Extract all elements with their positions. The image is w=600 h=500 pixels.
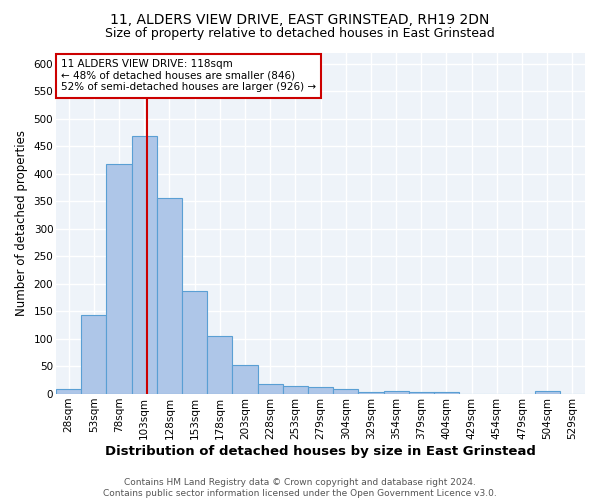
Bar bbox=[232, 365, 257, 394]
Text: Size of property relative to detached houses in East Grinstead: Size of property relative to detached ho… bbox=[105, 28, 495, 40]
Text: 11, ALDERS VIEW DRIVE, EAST GRINSTEAD, RH19 2DN: 11, ALDERS VIEW DRIVE, EAST GRINSTEAD, R… bbox=[110, 12, 490, 26]
Bar bbox=[358, 392, 383, 394]
Bar bbox=[207, 336, 232, 394]
Bar bbox=[383, 392, 409, 394]
Bar bbox=[182, 291, 207, 394]
Bar bbox=[257, 384, 283, 394]
Bar bbox=[409, 392, 434, 394]
Bar bbox=[308, 388, 333, 394]
Bar bbox=[283, 386, 308, 394]
Text: Contains HM Land Registry data © Crown copyright and database right 2024.
Contai: Contains HM Land Registry data © Crown c… bbox=[103, 478, 497, 498]
Bar bbox=[106, 164, 131, 394]
Bar bbox=[56, 388, 81, 394]
Bar bbox=[157, 198, 182, 394]
Bar bbox=[131, 136, 157, 394]
Bar bbox=[434, 392, 459, 394]
Bar bbox=[535, 392, 560, 394]
X-axis label: Distribution of detached houses by size in East Grinstead: Distribution of detached houses by size … bbox=[105, 444, 536, 458]
Bar bbox=[333, 388, 358, 394]
Y-axis label: Number of detached properties: Number of detached properties bbox=[15, 130, 28, 316]
Text: 11 ALDERS VIEW DRIVE: 118sqm
← 48% of detached houses are smaller (846)
52% of s: 11 ALDERS VIEW DRIVE: 118sqm ← 48% of de… bbox=[61, 59, 316, 92]
Bar bbox=[81, 316, 106, 394]
